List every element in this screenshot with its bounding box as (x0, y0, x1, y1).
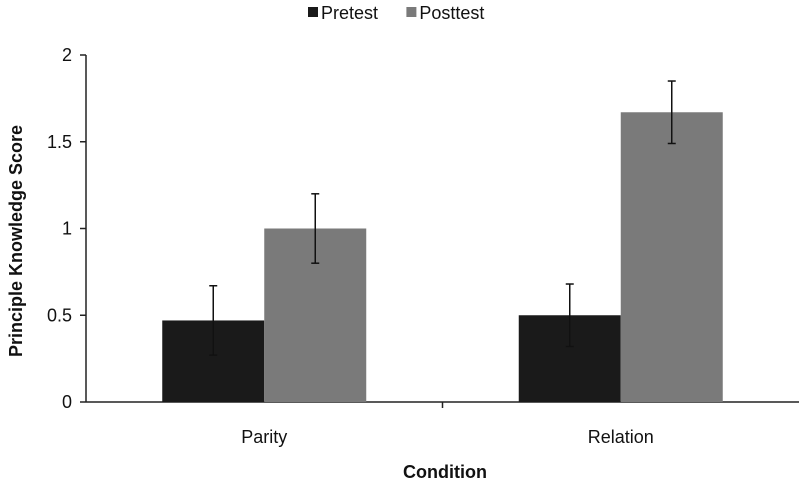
x-axis: Parity Relation (86, 401, 799, 447)
y-tick-label: 1 (62, 219, 72, 239)
y-axis: 0 0.5 1 1.5 2 (47, 45, 87, 412)
y-tick-label: 1.5 (47, 132, 72, 152)
x-tick-label-parity: Parity (241, 427, 287, 447)
y-axis-title: Principle Knowledge Score (6, 125, 26, 357)
legend-swatch-pretest (308, 7, 318, 17)
y-tick-label: 0 (62, 392, 72, 412)
x-tick-label-relation: Relation (588, 427, 654, 447)
y-tick-label: 2 (62, 45, 72, 65)
legend-swatch-posttest (406, 7, 417, 17)
error-bars-group (209, 80, 676, 356)
legend-label-pretest: Pretest (321, 3, 378, 23)
legend: Pretest Posttest (308, 3, 484, 23)
legend-label-posttest: Posttest (419, 3, 484, 23)
bar-posttest-relation (620, 112, 723, 402)
bars-group (162, 112, 723, 402)
x-axis-title: Condition (403, 462, 487, 482)
y-tick-label: 0.5 (47, 305, 72, 325)
